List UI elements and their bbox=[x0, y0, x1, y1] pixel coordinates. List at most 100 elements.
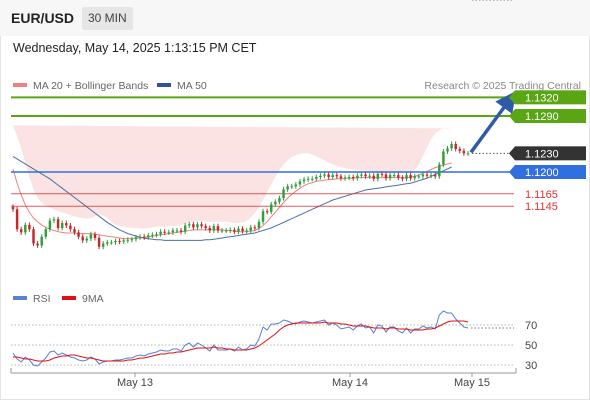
candle-body bbox=[421, 174, 425, 177]
candle-body bbox=[319, 175, 322, 177]
candle-body bbox=[93, 234, 97, 238]
candle-body bbox=[212, 226, 216, 231]
candle-body bbox=[384, 174, 388, 179]
level-1-1200-label: 1.1200 bbox=[525, 167, 559, 179]
candle-body bbox=[433, 175, 437, 177]
candle-body bbox=[32, 229, 35, 244]
candle-body bbox=[40, 236, 43, 246]
level-1-1230-label: 1.1230 bbox=[525, 148, 559, 160]
rsi-level-50-label: 50 bbox=[525, 340, 537, 352]
legend-9ma-label: 9MA bbox=[82, 293, 104, 305]
candle-body bbox=[237, 228, 240, 232]
candle-body bbox=[48, 220, 52, 230]
target-arrow bbox=[469, 90, 517, 154]
rsi-level-30-label: 30 bbox=[525, 360, 537, 372]
candle-body bbox=[405, 175, 408, 179]
candle-body bbox=[315, 176, 318, 179]
level-1-1230-tag bbox=[515, 146, 586, 161]
level-1-1290-tag bbox=[515, 109, 586, 123]
candle-body bbox=[229, 229, 232, 231]
level-1-1230-tag-arrow bbox=[509, 146, 515, 161]
rsi-panel: 70 50 30 bbox=[11, 310, 537, 372]
x-tick-label: May 14 bbox=[332, 377, 368, 389]
candle-body bbox=[417, 176, 421, 178]
candle-body bbox=[347, 176, 351, 178]
candle-body bbox=[302, 179, 306, 182]
rsi-ma9-line bbox=[13, 320, 469, 362]
candle-body bbox=[130, 239, 134, 241]
candle-body bbox=[360, 174, 363, 176]
candle-body bbox=[241, 228, 244, 232]
candle-body bbox=[286, 186, 289, 190]
candle-body bbox=[249, 227, 252, 231]
candle-body bbox=[147, 235, 150, 238]
candle-body bbox=[278, 198, 281, 202]
candle-body bbox=[265, 211, 269, 213]
bollinger-fill bbox=[13, 125, 452, 229]
candle-body bbox=[151, 234, 154, 236]
candle-body bbox=[327, 174, 330, 177]
legend-rsi-label: RSI bbox=[33, 293, 51, 305]
timeframe-badge[interactable]: 30 MIN bbox=[82, 7, 133, 30]
candle-body bbox=[294, 184, 298, 187]
candle-body bbox=[397, 175, 400, 178]
candle-body bbox=[270, 204, 273, 212]
candle-body bbox=[208, 228, 211, 231]
candle-body bbox=[446, 148, 449, 152]
level-1-1290-tag-arrow bbox=[509, 109, 515, 123]
legend-9ma: 9MA bbox=[62, 293, 104, 305]
candle-body bbox=[335, 175, 339, 177]
candle-body bbox=[462, 150, 466, 154]
candle-body bbox=[323, 174, 326, 176]
ma50-swatch bbox=[157, 83, 171, 88]
header-bar: EUR/USD 30 MIN bbox=[0, 0, 590, 36]
x-tick-label: May 15 bbox=[454, 377, 490, 389]
instrument-symbol: EUR/USD bbox=[11, 10, 75, 26]
target-arrow-line bbox=[469, 90, 517, 154]
candle-body bbox=[11, 206, 15, 210]
candle-body bbox=[52, 219, 56, 221]
candle-body bbox=[155, 234, 158, 236]
candle-body bbox=[163, 231, 166, 233]
research-credit: Research © 2025 Trading Central bbox=[424, 80, 581, 92]
candle-body bbox=[466, 153, 470, 155]
candle-body bbox=[253, 227, 257, 229]
candle-body bbox=[454, 144, 457, 149]
legend-ma50-label: MA 50 bbox=[177, 80, 207, 92]
candle-body bbox=[224, 230, 228, 232]
candle-body bbox=[179, 230, 183, 232]
candle-body bbox=[183, 225, 187, 232]
candle-body bbox=[196, 224, 199, 228]
candle-body bbox=[60, 223, 64, 228]
chart-datetime: Wednesday, May 14, 2025 1:13:15 PM CET bbox=[13, 41, 257, 55]
level-1-1320-tag-arrow bbox=[509, 90, 515, 105]
candle-body bbox=[134, 237, 138, 240]
level-1-1290-label: 1.1290 bbox=[525, 111, 559, 123]
candle-body bbox=[200, 224, 203, 227]
candle-body bbox=[425, 174, 429, 176]
rsi-level-70-label: 70 bbox=[525, 320, 537, 332]
candle-body bbox=[65, 223, 68, 226]
level-1-1145-label: 1.1145 bbox=[525, 201, 558, 213]
candle-body bbox=[159, 231, 162, 235]
legend-ma20: MA 20 + Bollinger Bands bbox=[13, 80, 148, 92]
candle-body bbox=[392, 175, 396, 177]
candle-body bbox=[77, 232, 80, 237]
x-tick-label: May 13 bbox=[117, 377, 153, 389]
candle-body bbox=[331, 175, 334, 177]
level-1-1200-tag-arrow bbox=[509, 165, 515, 179]
candle-body bbox=[450, 144, 453, 149]
candle-body bbox=[356, 175, 359, 179]
candle-body bbox=[142, 236, 146, 238]
candle-body bbox=[401, 177, 404, 179]
rsi-line bbox=[12, 310, 469, 367]
candle-body bbox=[24, 224, 27, 233]
candle-body bbox=[298, 181, 302, 185]
candle-body bbox=[69, 225, 72, 230]
candle-body bbox=[192, 224, 195, 228]
legend-ma50: MA 50 bbox=[157, 80, 207, 92]
candle-body bbox=[114, 241, 117, 243]
candle-body bbox=[388, 175, 392, 179]
